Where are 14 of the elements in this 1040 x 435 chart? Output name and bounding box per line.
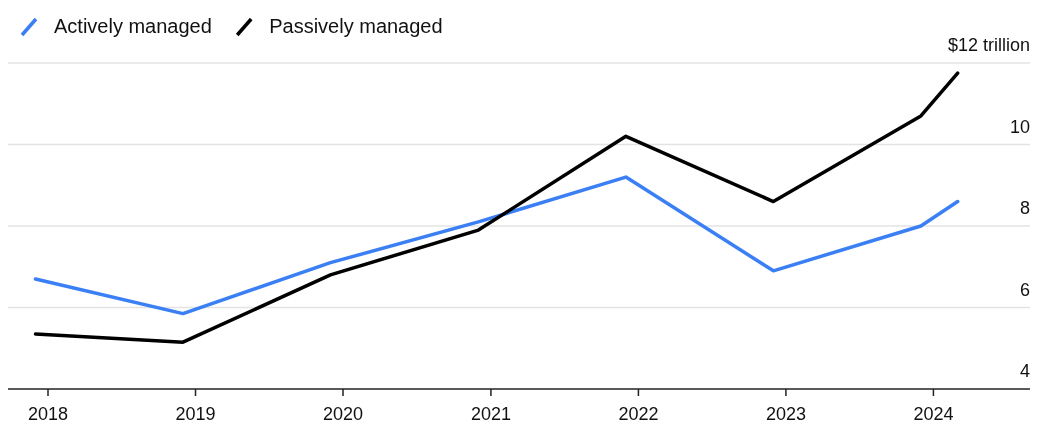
x-tick-label: 2023	[765, 404, 806, 424]
y-tick-label: $12 trillion	[947, 35, 1030, 55]
x-tick-label: 2022	[618, 404, 659, 424]
y-tick-label: 8	[1019, 198, 1030, 218]
y-tick-label: 10	[1009, 116, 1030, 137]
x-tick-label: 2019	[175, 404, 216, 424]
y-tick-label: 4	[1019, 361, 1030, 381]
y-tick-label: 6	[1019, 279, 1030, 300]
legend-label: Passively managed	[269, 15, 443, 37]
x-tick-label: 2024	[913, 404, 954, 424]
x-tick-label: 2021	[470, 404, 511, 424]
x-tick-label: 2020	[322, 404, 364, 424]
x-tick-label: 2018	[27, 404, 69, 424]
legend-label: Actively managed	[54, 15, 212, 37]
